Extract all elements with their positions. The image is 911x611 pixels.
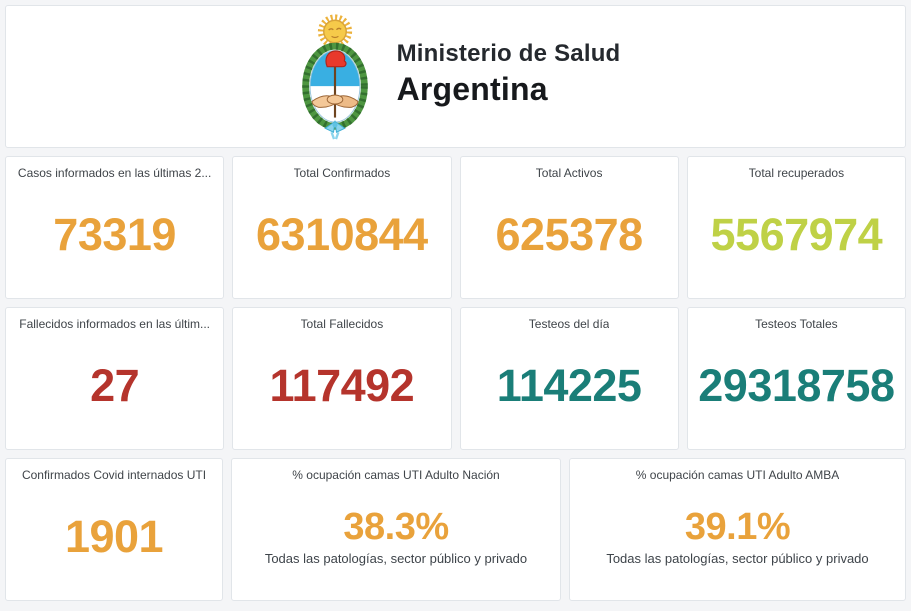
shaking-hands [311,94,359,108]
stat-card-testeos-dia: Testeos del día 114225 [459,307,679,450]
stat-card-total-activos: Total Activos 625378 [459,156,679,299]
stat-value: 5567974 [710,209,883,261]
stat-value: 39.1% [684,506,791,549]
argentina-coat-of-arms-icon [301,14,368,140]
pike-pole [333,66,336,118]
panel-title[interactable]: % ocupación camas UTI Adulto AMBA [635,468,840,482]
stat-value: 6310844 [256,209,428,261]
panel-title[interactable]: Total Fallecidos [300,317,384,331]
stats-row-3: Confirmados Covid internados UTI 1901 % … [5,458,906,601]
stat-card-uti-nacion: % ocupación camas UTI Adulto Nación 38.3… [231,458,561,601]
stat-value: 625378 [495,209,644,261]
panel-title[interactable]: Testeos Totales [755,317,838,331]
header-panel: Ministerio de Salud Argentina [5,5,906,148]
stat-card-total-fallecidos: Total Fallecidos 117492 [232,307,452,450]
stat-value: 117492 [269,360,415,412]
stat-card-total-recuperados: Total recuperados 5567974 [686,156,906,299]
ministry-brand: Ministerio de Salud Argentina [397,40,621,114]
stat-card-testeos-totales: Testeos Totales 29318758 [686,307,906,450]
panel-title[interactable]: Testeos del día [528,317,610,331]
stat-card-casos-24h: Casos informados en las últimas 2... 733… [5,156,225,299]
stat-card-uti-amba: % ocupación camas UTI Adulto AMBA 39.1% … [569,458,906,601]
stat-value: 38.3% [343,506,449,549]
stat-card-total-confirmados: Total Confirmados 6310844 [232,156,452,299]
stat-value: 29318758 [698,360,895,412]
coat-of-arms-logo [291,11,379,142]
stat-subtitle: Todas las patologías, sector público y p… [264,550,528,566]
ministry-country: Argentina [396,70,548,107]
stats-row-2: Fallecidos informados en las últim... 27… [5,307,906,450]
ribbon-bow [323,120,346,140]
panel-title[interactable]: % ocupación camas UTI Adulto Nación [292,468,500,482]
panel-title[interactable]: Confirmados Covid internados UTI [21,468,207,482]
stat-subtitle: Todas las patologías, sector público y p… [606,550,869,566]
stats-row-1: Casos informados en las últimas 2... 733… [5,156,906,299]
panel-title[interactable]: Total Activos [535,166,603,180]
panel-title[interactable]: Fallecidos informados en las últim... [19,317,210,331]
panel-title[interactable]: Total Confirmados [293,166,391,180]
stat-value: 1901 [64,511,164,563]
phrygian-cap [324,50,347,68]
stat-value: 73319 [53,209,176,261]
ministry-name: Ministerio de Salud [396,39,621,67]
stat-card-fallecidos-24h: Fallecidos informados en las últim... 27 [5,307,225,450]
panel-title[interactable]: Total recuperados [748,166,845,180]
stat-value: 27 [90,360,140,412]
stat-value: 114225 [496,360,642,412]
stat-card-uti-internados: Confirmados Covid internados UTI 1901 [5,458,223,601]
panel-title[interactable]: Casos informados en las últimas 2... [17,166,212,180]
sun-icon [317,14,352,49]
